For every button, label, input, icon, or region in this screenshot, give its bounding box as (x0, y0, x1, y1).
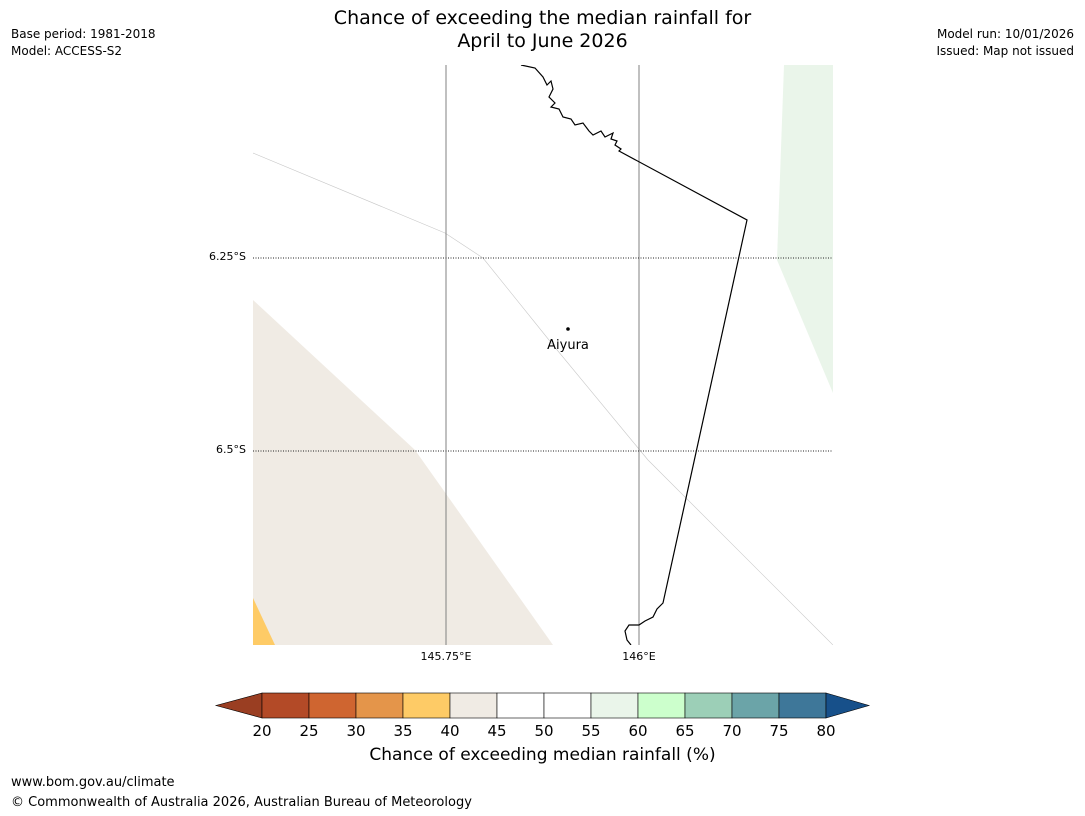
colorbar-tick-label: 65 (675, 722, 695, 740)
colorbar-tick-label: 60 (628, 722, 648, 740)
colorbar-swatch (731, 692, 780, 719)
meta-left: Base period: 1981-2018 Model: ACCESS-S2 (11, 26, 156, 60)
map-svg: Aiyura (253, 65, 833, 645)
model-name: Model: ACCESS-S2 (11, 44, 123, 58)
aiyura-marker (566, 327, 570, 331)
issued-status: Issued: Map not issued (936, 44, 1074, 58)
colorbar-tick-label: 40 (440, 722, 460, 740)
district-outline (520, 65, 748, 645)
colorbar-swatch (637, 692, 686, 719)
colorbar-swatch (590, 692, 639, 719)
base-period: Base period: 1981-2018 (11, 27, 156, 41)
lon-label-146: 146°E (622, 650, 656, 663)
colorbar-tick-label: 20 (252, 722, 272, 740)
colorbar-tick-label: 55 (581, 722, 601, 740)
colorbar-tick-label: 30 (346, 722, 366, 740)
colorbar-tick-label: 45 (487, 722, 507, 740)
colorbar-tick-label: 75 (769, 722, 789, 740)
region-35-40 (253, 598, 275, 645)
colorbar-swatch (449, 692, 498, 719)
colorbar-tick-label: 70 (722, 722, 742, 740)
footer-copyright: © Commonwealth of Australia 2026, Austra… (11, 795, 472, 810)
colorbar-swatch (496, 692, 545, 719)
lon-label-145-75: 145.75°E (420, 650, 472, 663)
colorbar-swatch (684, 692, 733, 719)
map-title: Chance of exceeding the median rainfall … (0, 7, 1085, 53)
colorbar-swatch (261, 692, 310, 719)
colorbar-title: Chance of exceeding median rainfall (%) (369, 745, 716, 765)
model-run: Model run: 10/01/2026 (936, 27, 1074, 41)
colorbar-under-arrow (214, 692, 263, 719)
map-area: Aiyura (253, 65, 833, 645)
lat-label-6-25: 6.25°S (209, 250, 246, 263)
meta-right: Model run: 10/01/2026 Issued: Map not is… (936, 26, 1074, 60)
colorbar-over-arrow (825, 692, 871, 719)
colorbar-swatch (308, 692, 357, 719)
title-line-2: April to June 2026 (457, 30, 628, 52)
region-55-60 (777, 65, 833, 393)
colorbar-swatch (778, 692, 827, 719)
colorbar-tick-label: 25 (299, 722, 319, 740)
colorbar-tick-label: 50 (534, 722, 554, 740)
region-40-45 (253, 300, 553, 645)
colorbar-swatch (543, 692, 592, 719)
colorbar-swatch (402, 692, 451, 719)
aiyura-label: Aiyura (547, 338, 589, 353)
colorbar-tick-label: 35 (393, 722, 413, 740)
lat-label-6-5: 6.5°S (216, 443, 246, 456)
colorbar-tick-label: 80 (816, 722, 836, 740)
title-line-1: Chance of exceeding the median rainfall … (333, 7, 752, 29)
footer-url: www.bom.gov.au/climate (11, 775, 175, 790)
province-boundary (253, 152, 833, 645)
colorbar-swatch (355, 692, 404, 719)
